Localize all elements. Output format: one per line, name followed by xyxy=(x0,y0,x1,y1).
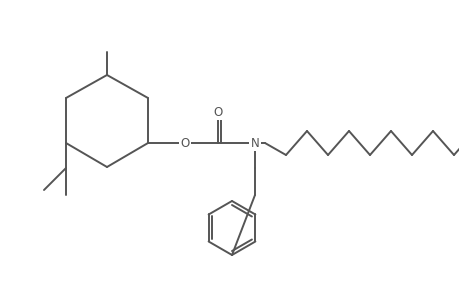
Text: O: O xyxy=(213,106,222,118)
Text: O: O xyxy=(180,136,189,149)
Text: N: N xyxy=(250,136,259,149)
